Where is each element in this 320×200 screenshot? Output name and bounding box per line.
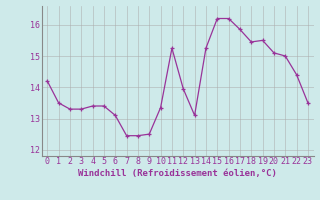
X-axis label: Windchill (Refroidissement éolien,°C): Windchill (Refroidissement éolien,°C) <box>78 169 277 178</box>
